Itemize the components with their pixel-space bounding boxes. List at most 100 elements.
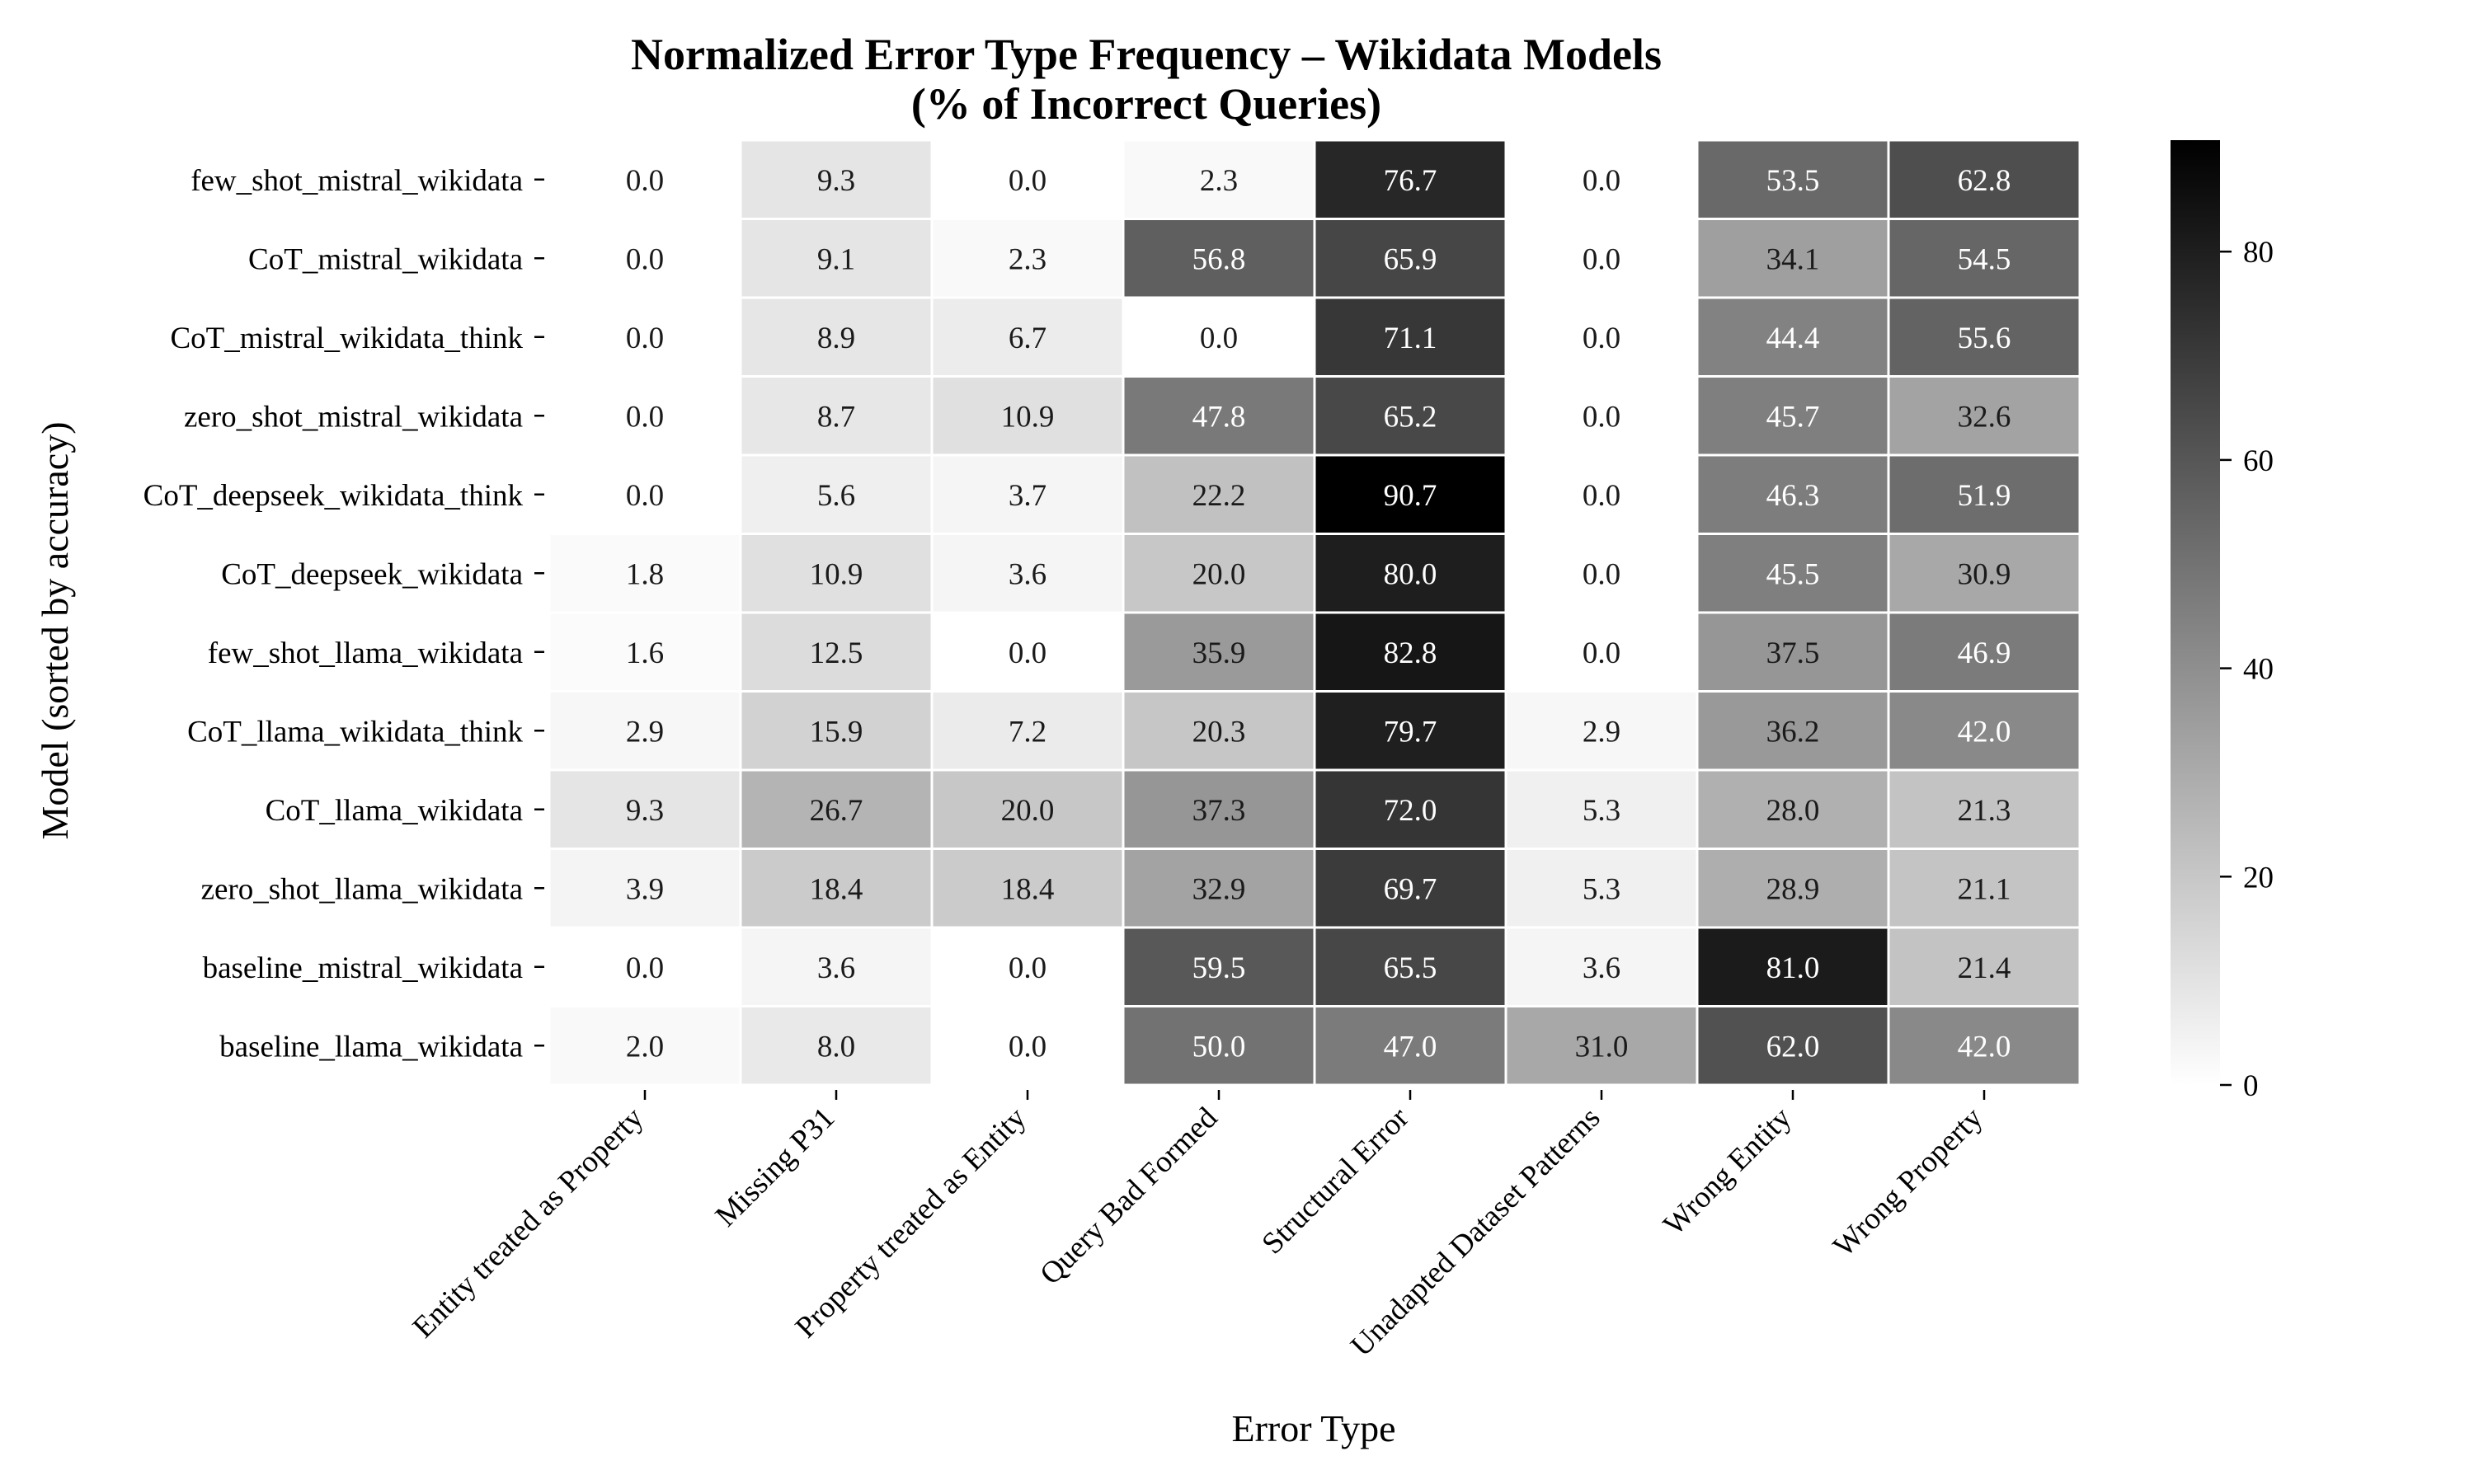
heatmap-cell — [1887, 690, 2081, 772]
cell-value-label: 2.3 — [1200, 164, 1238, 198]
heatmap-cell — [1122, 375, 1316, 457]
heatmap-cell — [1696, 533, 1890, 614]
row-label-baseline-llama-wikidata: baseline_llama_wikidata — [219, 1030, 523, 1064]
heatmap-cell — [739, 768, 934, 850]
cell-value-label: 1.8 — [626, 557, 664, 591]
cell-value-label: 2.9 — [626, 715, 664, 749]
heatmap-cell — [1504, 533, 1699, 614]
heatmap-cell — [1696, 848, 1890, 929]
cell-value-label: 53.5 — [1766, 164, 1820, 198]
cell-value-label: 3.6 — [1583, 951, 1620, 985]
heatmap-cell — [930, 375, 1125, 457]
heatmap-cell — [1887, 296, 2081, 378]
heatmap-cell — [1122, 296, 1316, 378]
heatmap-cell — [739, 296, 934, 378]
colorbar-tick-label: 40 — [2243, 653, 2274, 687]
heatmap-cell — [1122, 926, 1316, 1007]
cell-value-label: 69.7 — [1384, 872, 1437, 906]
cell-value-label: 45.7 — [1766, 400, 1820, 434]
cell-value-label: 18.4 — [810, 872, 863, 906]
heatmap-cell — [930, 848, 1125, 929]
cell-value-label: 62.8 — [1958, 164, 2011, 198]
cell-value-label: 21.4 — [1958, 951, 2011, 985]
cell-value-label: 54.5 — [1958, 242, 2011, 276]
heatmap-cell — [1696, 375, 1890, 457]
heatmap-cell — [1313, 848, 1507, 929]
heatmap-cell — [1313, 453, 1507, 535]
heatmap-cell — [739, 848, 934, 929]
cell-value-label: 0.0 — [1583, 636, 1620, 670]
column-label-wrong-entity: Wrong Entity — [1657, 1101, 1798, 1242]
chart-title: Normalized Error Type Frequency – Wikida… — [631, 30, 1662, 79]
cell-value-label: 0.0 — [1583, 164, 1620, 198]
cell-value-label: 76.7 — [1384, 164, 1437, 198]
cell-value-label: 0.0 — [1200, 322, 1238, 355]
cell-value-label: 3.6 — [817, 951, 855, 985]
cell-value-label: 0.0 — [1009, 164, 1047, 198]
cell-value-label: 0.0 — [626, 242, 664, 276]
cell-value-label: 3.6 — [1009, 557, 1047, 591]
cell-value-label: 28.9 — [1766, 872, 1820, 906]
colorbar-tick-label: 0 — [2243, 1069, 2259, 1103]
cell-value-label: 46.3 — [1766, 479, 1820, 513]
row-label-zero-shot-llama-wikidata: zero_shot_llama_wikidata — [201, 872, 523, 906]
cell-value-label: 2.0 — [626, 1030, 664, 1064]
heatmap-cell — [930, 533, 1125, 614]
heatmap-cell — [1122, 768, 1316, 850]
cell-value-label: 0.0 — [1583, 557, 1620, 591]
cell-value-label: 81.0 — [1766, 951, 1820, 985]
cell-value-label: 5.6 — [817, 479, 855, 513]
cell-value-label: 50.0 — [1192, 1030, 1246, 1064]
heatmap-cell — [1122, 848, 1316, 929]
heatmap-cell — [930, 768, 1125, 850]
heatmap-cell — [739, 926, 934, 1007]
heatmap-cell — [1313, 296, 1507, 378]
cell-value-label: 9.3 — [626, 794, 664, 828]
heatmap-cell — [1696, 926, 1890, 1007]
heatmap-cell — [1887, 533, 2081, 614]
cell-value-label: 34.1 — [1766, 242, 1820, 276]
heatmap-cell — [930, 690, 1125, 772]
heatmap-cell — [1887, 139, 2081, 220]
row-label-zero-shot-mistral-wikidata: zero_shot_mistral_wikidata — [184, 400, 523, 434]
heatmap-cell — [1313, 1005, 1507, 1087]
row-label-cot-deepseek-wikidata-think: CoT_deepseek_wikidata_think — [143, 479, 524, 513]
colorbar-tick-label: 60 — [2243, 444, 2274, 478]
cell-value-label: 21.3 — [1958, 794, 2011, 828]
heatmap-cell — [548, 926, 742, 1007]
heatmap-cell — [1504, 611, 1699, 693]
cell-value-label: 46.9 — [1958, 636, 2011, 670]
cell-value-label: 20.0 — [1001, 794, 1055, 828]
cell-value-label: 72.0 — [1384, 794, 1437, 828]
cell-value-label: 65.5 — [1384, 951, 1437, 985]
heatmap-cell — [930, 611, 1125, 693]
row-label-cot-llama-wikidata-think: CoT_llama_wikidata_think — [187, 715, 523, 749]
heatmap-cell — [548, 296, 742, 378]
heatmap-cell — [1887, 1005, 2081, 1087]
heatmap-cell — [1887, 926, 2081, 1007]
heatmap-cell — [548, 611, 742, 693]
row-label-cot-mistral-wikidata-think: CoT_mistral_wikidata_think — [170, 322, 523, 355]
heatmap-cell — [1887, 453, 2081, 535]
row-label-cot-deepseek-wikidata: CoT_deepseek_wikidata — [221, 557, 523, 591]
heatmap-cell — [930, 296, 1125, 378]
y-axis-label: Model (sorted by accuracy) — [34, 421, 76, 839]
cell-value-label: 37.3 — [1192, 794, 1246, 828]
cell-value-label: 44.4 — [1766, 322, 1820, 355]
colorbar-tick-label: 80 — [2243, 236, 2274, 270]
cell-value-label: 0.0 — [1009, 951, 1047, 985]
cell-value-label: 42.0 — [1958, 1030, 2011, 1064]
cell-value-label: 10.9 — [1001, 400, 1055, 434]
cell-value-label: 32.6 — [1958, 400, 2011, 434]
cell-value-label: 21.1 — [1958, 872, 2011, 906]
heatmap-cell — [930, 1005, 1125, 1087]
column-label-entity-treated-as-property: Entity treated as Property — [407, 1101, 651, 1345]
cell-value-label: 0.0 — [1583, 479, 1620, 513]
cell-value-label: 15.9 — [810, 715, 863, 749]
cell-value-label: 0.0 — [1583, 322, 1620, 355]
cell-value-label: 79.7 — [1384, 715, 1437, 749]
colorbar-tick-label: 20 — [2243, 861, 2274, 895]
cell-value-label: 0.0 — [1009, 1030, 1047, 1064]
cell-value-label: 12.5 — [810, 636, 863, 670]
